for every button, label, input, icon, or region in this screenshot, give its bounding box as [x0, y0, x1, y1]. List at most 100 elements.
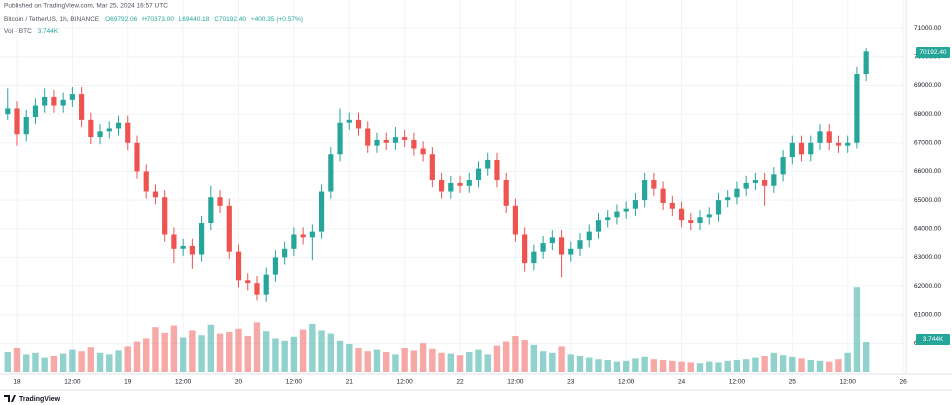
volume-bar	[844, 352, 851, 372]
candle-body	[485, 159, 491, 169]
candle-body	[383, 139, 389, 143]
volume-bar	[226, 332, 233, 372]
volume-layer	[4, 287, 870, 372]
volume-bar	[770, 352, 778, 372]
candle-body	[235, 251, 242, 281]
candle-body	[226, 205, 232, 252]
volume-bar	[419, 343, 427, 372]
header-close: C70192.40	[214, 16, 246, 23]
volume-bar	[383, 352, 390, 372]
candle-body	[429, 154, 435, 181]
y-tick-label: 69000.00	[914, 82, 941, 89]
candle-body	[522, 234, 528, 264]
volume-bar	[59, 353, 67, 372]
candle-body	[568, 248, 574, 255]
volume-bar	[152, 327, 159, 372]
x-tick-label: 12:00	[840, 379, 857, 386]
last-volume-label: 3.744K	[923, 336, 944, 343]
volume-bar	[742, 359, 750, 372]
candle-body	[817, 131, 823, 143]
volume-bar	[69, 349, 76, 372]
candle-body	[780, 157, 786, 175]
volume-bar	[669, 360, 676, 372]
volume-bar	[263, 331, 270, 372]
volume-bar	[50, 356, 58, 372]
volume-bar	[696, 363, 704, 372]
x-tick-label: 12:00	[397, 379, 414, 386]
volume-bar	[179, 337, 187, 372]
candle-body	[199, 223, 205, 255]
candle-body	[632, 200, 639, 209]
candle-body	[254, 283, 260, 295]
brand: TradingView	[19, 396, 61, 403]
y-tick-label: 65000.00	[914, 197, 941, 204]
volume-bar	[807, 360, 814, 372]
x-tick-label: 21	[346, 379, 354, 386]
candle-body	[725, 197, 731, 201]
volume-bar	[96, 352, 104, 372]
candle-body	[762, 180, 768, 186]
x-tick-label: 18	[13, 379, 21, 386]
volume-bar	[189, 330, 196, 372]
volume-bar	[687, 362, 694, 372]
volume-bar	[410, 350, 418, 372]
volume-bar	[78, 351, 85, 372]
volume-bar	[272, 338, 279, 372]
volume-value: 3.744K	[38, 28, 59, 35]
candle-body	[318, 191, 325, 232]
volume-bar	[798, 358, 805, 372]
volume-bar	[484, 354, 491, 372]
candle-body	[208, 197, 214, 224]
volume-bar	[659, 360, 667, 372]
candle-body	[715, 200, 722, 215]
volume-bar	[715, 362, 722, 372]
volume-bar	[789, 356, 796, 372]
candle-body	[494, 159, 500, 181]
candle-body	[420, 148, 426, 155]
candle-body	[531, 251, 537, 264]
candle-body	[291, 234, 297, 249]
volume-bar	[327, 333, 335, 372]
candle-body	[189, 245, 195, 255]
volume-bar	[355, 348, 362, 372]
candle-body	[282, 248, 288, 258]
candle-body	[374, 139, 380, 146]
candle-body	[475, 168, 482, 181]
candle-body	[365, 128, 371, 146]
volume-bar	[401, 348, 408, 372]
volume-bar	[216, 333, 224, 372]
header-open: O69792.06	[105, 16, 138, 23]
volume-bar	[752, 357, 759, 372]
volume-bar	[133, 341, 141, 372]
candle-body	[558, 237, 565, 255]
candle-body	[863, 51, 869, 75]
axis-layer: 60000.0061000.0062000.0063000.0064000.00…	[13, 25, 941, 386]
x-tick-label: 12:00	[729, 379, 746, 386]
header-high: H70373.00	[142, 16, 174, 23]
candle-body	[162, 197, 168, 235]
candle-body	[540, 243, 546, 252]
candle-body	[651, 180, 657, 189]
candle-body	[752, 180, 758, 183]
candle-body	[623, 208, 629, 212]
volume-bar	[170, 325, 178, 372]
volume-bar	[475, 349, 482, 372]
volume-bar	[512, 336, 519, 372]
volume-bar	[364, 351, 371, 372]
candle-body	[669, 202, 675, 209]
volume-bar	[466, 352, 473, 372]
candle-body	[438, 180, 445, 192]
y-tick-label: 68000.00	[914, 111, 941, 118]
volume-bar	[613, 361, 621, 372]
volume-bar	[632, 358, 639, 372]
volume-bar	[530, 344, 538, 372]
header-change: +400.35 (+0.57%)	[251, 16, 303, 23]
volume-bar	[281, 340, 288, 372]
candle-body	[854, 74, 860, 143]
volume-bar	[115, 350, 122, 372]
candle-body	[512, 205, 519, 235]
volume-bar	[706, 361, 713, 372]
candle-body	[328, 154, 334, 192]
y-tick-label: 61000.00	[914, 311, 941, 318]
x-tick-label: 26	[899, 379, 907, 386]
